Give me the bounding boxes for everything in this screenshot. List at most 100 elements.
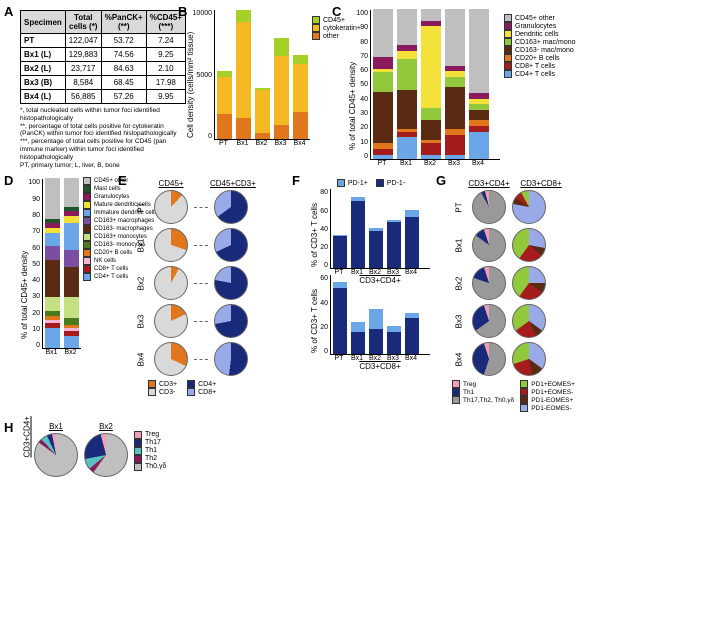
f-legend: PD-1+ PD-1- [308, 179, 434, 187]
legend-item: PD1+EOMES+ [520, 380, 575, 388]
panel-label-e: E [118, 173, 127, 188]
bar [351, 197, 365, 268]
bar [405, 313, 419, 354]
legend-item: CD163- mac/mono [504, 46, 576, 54]
legend-item: Th17,Th2, Th0,γδ [452, 396, 514, 404]
g-header-left: CD3+CD4+ [468, 179, 510, 188]
pie-row: PT [452, 190, 718, 224]
bar [387, 326, 401, 355]
pie-col: Bx2 [84, 422, 128, 479]
panel-label-a: A [4, 4, 13, 19]
pie [34, 433, 78, 477]
table-header: Specimen [21, 11, 66, 34]
footnote: ***, percentage of total cells positive … [20, 138, 180, 161]
g-legend-left: TregTh1Th17,Th2, Th0,γδ [452, 380, 514, 412]
g-header-right: CD3+CD8+ [520, 179, 562, 188]
bar [217, 71, 232, 139]
panel-label-f: F [292, 173, 300, 188]
pie-left [472, 228, 506, 262]
table-row: Bx3 (B)8,58468.4517.98 [21, 76, 186, 90]
x-tick-label: Bx1 [233, 140, 252, 147]
legend-item: PD-1+ [337, 179, 368, 187]
bar [387, 220, 401, 269]
panel-c: C % of total CD45+ density 0102030405060… [334, 6, 718, 169]
table-row: Bx2 (L)23,71784.632.10 [21, 62, 186, 76]
panel-e: E CD45+ CD45+CD3+ PTBx1Bx2Bx3Bx4 CD3+CD3… [120, 175, 290, 412]
bar [351, 322, 365, 354]
footnote: **, percentage of total cells positive f… [20, 123, 180, 139]
pie-right [512, 304, 546, 338]
pie-row-label: Bx1 [137, 238, 146, 252]
pie-row-label: PT [137, 200, 146, 214]
x-tick-label: Bx4 [466, 160, 490, 167]
e-header-right: CD45+CD3+ [210, 179, 252, 188]
pie-left [472, 190, 506, 224]
pie-row: Bx3 [134, 304, 290, 338]
panel-d: D % of total CD45+ density 0102030405060… [6, 175, 116, 412]
g-legend-right: PD1+EOMES+PD1+EOMES-PD1-EOMES+PD1-EOMES- [520, 380, 575, 412]
pie-left [154, 190, 188, 224]
bar [333, 235, 347, 269]
pie-title: Bx2 [84, 422, 128, 431]
pie-row-label: Bx4 [455, 352, 464, 366]
legend-item: Th0,γδ [134, 463, 166, 471]
legend-item: CD8+ [187, 388, 216, 396]
h-legend: TregTh17Th1Th2Th0,γδ [134, 431, 166, 471]
x-tick-label: Bx2 [252, 140, 271, 147]
legend-item: Treg [452, 380, 514, 388]
c-legend: CD45+ otherGranulocytesDendritic cellsCD… [504, 14, 576, 160]
x-tick-label: Bx1 [394, 160, 418, 167]
pie-row-label: PT [455, 200, 464, 214]
x-tick-label: Bx3 [271, 140, 290, 147]
pie-row-label: Bx3 [137, 314, 146, 328]
legend-item: Treg [134, 431, 166, 439]
pie-right [214, 228, 248, 262]
legend-item: Dendritic cells [504, 30, 576, 38]
e-legend-right: CD4+CD8+ [187, 380, 216, 396]
bar [64, 178, 79, 348]
legend-item: PD1-EOMES- [520, 404, 575, 412]
bar [421, 9, 441, 159]
panel-label-b: B [178, 4, 187, 19]
pie-row-label: Bx3 [455, 314, 464, 328]
pie-right [512, 190, 546, 224]
panel-label-h: H [4, 420, 13, 435]
bar [405, 210, 419, 269]
pie-col: Bx1 [34, 422, 78, 479]
pie-row: PT [134, 190, 290, 224]
footnote: PT, primary tumor; L, liver, B, bone [20, 162, 180, 170]
legend-item: CD45+ other [504, 14, 576, 22]
legend-item: CD20+ B cells [504, 54, 576, 62]
pie-row: Bx1 [452, 228, 718, 262]
pie-row: Bx4 [452, 342, 718, 376]
table-row: PT122,04753.727.24 [21, 34, 186, 48]
table-row: Bx1 (L)129,88374.569.25 [21, 48, 186, 62]
table-header: Total cells (*) [65, 11, 101, 34]
table-header: %PanCK+ (**) [101, 11, 146, 34]
pie-right [512, 228, 546, 262]
panel-label-c: C [332, 4, 341, 19]
pie-row: Bx2 [452, 266, 718, 300]
pie-right [512, 266, 546, 300]
bar [293, 55, 308, 139]
panel-h: H CD3+CD4+ Bx1Bx2 TregTh17Th1Th2Th0,γδ [6, 422, 246, 479]
legend-item: CD3+ [148, 380, 177, 388]
bar [373, 9, 393, 159]
pie-left [154, 342, 188, 376]
x-tick-label: Bx3 [442, 160, 466, 167]
bar [255, 88, 270, 139]
x-tick-label: Bx2 [418, 160, 442, 167]
pie-row: Bx4 [134, 342, 290, 376]
bar [469, 9, 489, 159]
e-legend-left: CD3+CD3- [148, 380, 177, 396]
legend-item: CD163+ mac/mono [504, 38, 576, 46]
legend-item: Th1 [452, 388, 514, 396]
table-row: Bx4 (L)56,88557.269.95 [21, 90, 186, 104]
bar [274, 38, 289, 139]
panel-f: F PD-1+PD-1- % of CD3+ T cells 020406080… [294, 175, 434, 412]
legend-item: Th17 [134, 439, 166, 447]
panel-g: G CD3+CD4+ CD3+CD8+ PTBx1Bx2Bx3Bx4 TregT… [438, 175, 718, 412]
footnote: *, total nucleated cells within tumor fo… [20, 107, 180, 123]
legend-item: PD-1- [376, 179, 405, 187]
legend-item: Th1 [134, 447, 166, 455]
